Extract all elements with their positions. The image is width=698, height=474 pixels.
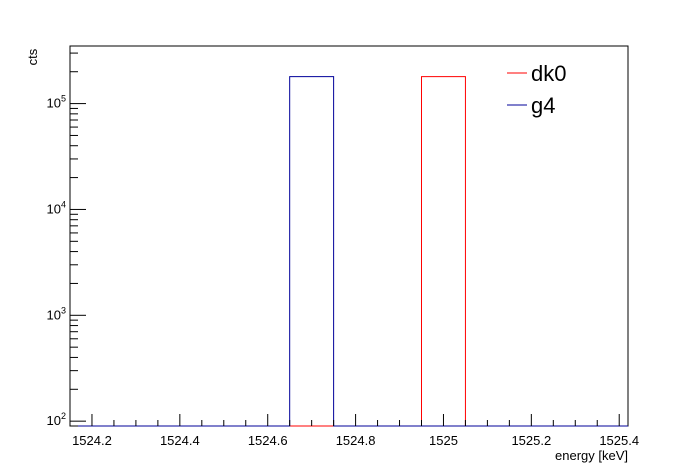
x-tick-label: 1525.2: [511, 433, 551, 448]
series-dk0: [70, 76, 628, 427]
legend-label-g4: g4: [531, 93, 555, 118]
y-tick-label: 105: [47, 94, 66, 111]
x-axis-label: energy [keV]: [555, 448, 628, 463]
x-tick-label: 1524.2: [72, 433, 112, 448]
y-tick-label: 103: [47, 305, 66, 322]
x-tick-label: 1525.4: [599, 433, 639, 448]
series-g4: [70, 76, 628, 427]
y-tick-label: 102: [47, 411, 66, 428]
x-tick-label: 1524.8: [336, 433, 376, 448]
legend-label-dk0: dk0: [531, 61, 566, 86]
x-tick-label: 1524.4: [160, 433, 200, 448]
x-tick-label: 1525: [429, 433, 458, 448]
y-axis-label: cts: [25, 48, 40, 65]
y-tick-label: 104: [47, 199, 66, 216]
x-tick-label: 1524.6: [248, 433, 288, 448]
